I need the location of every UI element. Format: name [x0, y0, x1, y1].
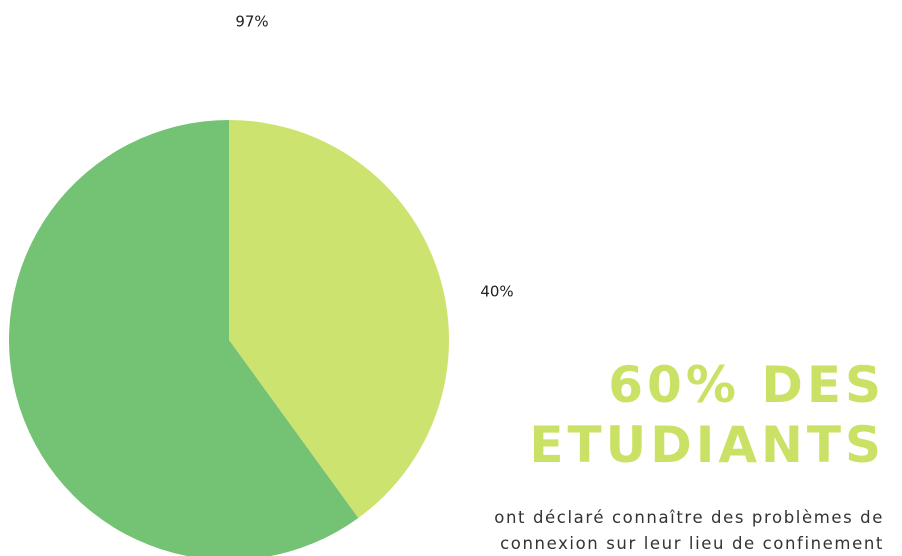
annotation: 97%	[235, 13, 268, 31]
headline: 60% DES	[608, 356, 885, 414]
caption: ont déclaré connaître des problèmes de	[494, 508, 884, 527]
annotation: 40%	[480, 283, 513, 301]
caption: connexion sur leur lieu de confinement	[500, 534, 884, 553]
headline: ETUDIANTS	[529, 416, 885, 474]
pie-chart	[9, 120, 450, 556]
pie-slice	[9, 120, 359, 556]
pie-slice	[229, 120, 450, 518]
